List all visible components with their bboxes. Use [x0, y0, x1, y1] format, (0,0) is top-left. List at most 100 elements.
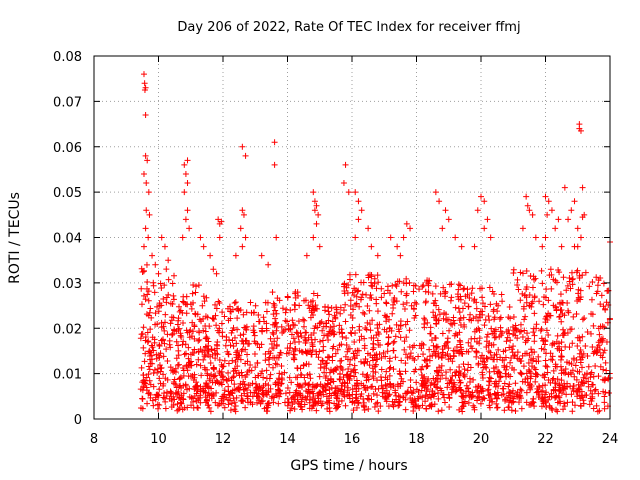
data-point	[310, 290, 317, 297]
data-point	[431, 390, 438, 397]
data-point	[361, 345, 368, 352]
data-point	[432, 189, 439, 196]
data-point	[542, 234, 549, 241]
data-point	[345, 189, 352, 196]
data-point	[378, 366, 385, 373]
data-point	[273, 234, 280, 241]
data-point	[316, 243, 323, 250]
data-point	[425, 282, 432, 289]
data-point	[507, 337, 514, 344]
data-point	[369, 283, 376, 290]
data-point	[590, 322, 597, 329]
data-point	[163, 266, 170, 273]
data-point	[556, 314, 563, 321]
data-point	[403, 220, 410, 227]
data-point	[279, 305, 286, 312]
data-point	[599, 339, 606, 346]
data-point	[260, 391, 267, 398]
data-point	[272, 315, 279, 322]
data-point	[339, 329, 346, 336]
data-point	[357, 358, 364, 365]
data-point	[446, 404, 453, 411]
data-point	[451, 332, 458, 339]
data-point	[379, 385, 386, 392]
data-point	[288, 331, 295, 338]
data-point	[451, 381, 458, 388]
data-point	[184, 180, 191, 187]
y-tick-label: 0.03	[53, 277, 82, 292]
data-point	[402, 360, 409, 367]
data-point	[543, 403, 550, 410]
data-point	[147, 305, 154, 312]
data-point	[456, 337, 463, 344]
data-point	[549, 341, 556, 348]
data-point	[473, 313, 480, 320]
data-point	[240, 378, 247, 385]
data-point	[170, 401, 177, 408]
data-point	[141, 87, 148, 94]
data-point	[358, 294, 365, 301]
data-point	[338, 326, 345, 333]
data-point	[550, 302, 557, 309]
data-point	[142, 296, 149, 303]
data-point	[179, 298, 186, 305]
data-point	[254, 393, 261, 400]
data-point	[489, 398, 496, 405]
data-point	[375, 341, 382, 348]
data-point	[400, 394, 407, 401]
data-point	[414, 386, 421, 393]
data-point	[322, 374, 329, 381]
data-point	[337, 371, 344, 378]
data-point	[481, 225, 488, 232]
data-point	[373, 400, 380, 407]
data-point	[480, 388, 487, 395]
data-point	[374, 325, 381, 332]
data-point	[432, 335, 439, 342]
data-point	[222, 342, 229, 349]
data-point	[481, 322, 488, 329]
data-point	[351, 292, 358, 299]
data-point	[331, 390, 338, 397]
data-point	[575, 385, 582, 392]
data-point	[540, 337, 547, 344]
data-point	[392, 354, 399, 361]
data-point	[447, 366, 454, 373]
data-point	[499, 298, 506, 305]
data-point	[385, 403, 392, 410]
data-point	[418, 387, 425, 394]
data-point	[540, 398, 547, 405]
data-point	[317, 361, 324, 368]
data-point	[216, 401, 223, 408]
data-point	[507, 315, 514, 322]
data-point	[371, 403, 378, 410]
data-point	[297, 365, 304, 372]
data-point	[330, 378, 337, 385]
data-point	[448, 294, 455, 301]
data-point	[510, 331, 517, 338]
data-point	[323, 365, 330, 372]
data-point	[233, 394, 240, 401]
data-point	[342, 318, 349, 325]
data-point	[138, 301, 145, 308]
data-point	[365, 396, 372, 403]
data-point	[230, 343, 237, 350]
data-point	[232, 402, 239, 409]
data-point	[460, 286, 467, 293]
data-point	[303, 252, 310, 259]
data-point	[267, 371, 274, 378]
data-point	[363, 326, 370, 333]
data-point	[488, 325, 495, 332]
data-point	[142, 225, 149, 232]
data-point	[370, 357, 377, 364]
data-point	[402, 321, 409, 328]
data-point	[364, 319, 371, 326]
data-point	[361, 384, 368, 391]
data-point	[509, 349, 516, 356]
data-point	[351, 362, 358, 369]
data-point	[455, 305, 462, 312]
data-point	[579, 333, 586, 340]
data-point	[407, 376, 414, 383]
data-point	[201, 298, 208, 305]
data-point	[338, 357, 345, 364]
data-point	[274, 361, 281, 368]
